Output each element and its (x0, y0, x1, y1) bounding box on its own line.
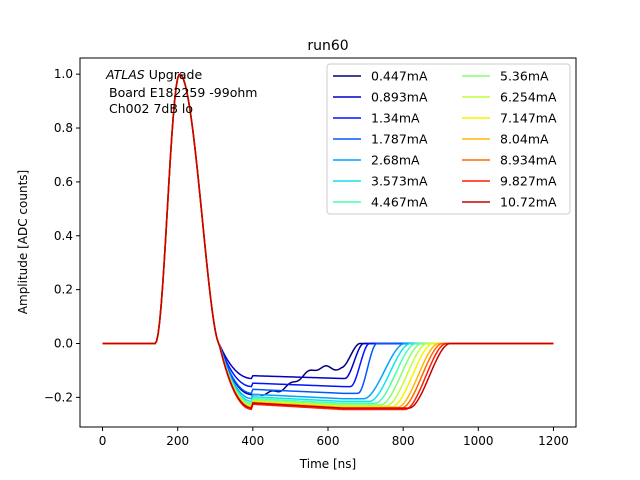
series-line-13 (102, 73, 554, 409)
x-axis: 0 200 400 600 800 1000 1200 (99, 427, 569, 448)
legend-label: 7.147mA (500, 111, 557, 126)
y-tick-label: −0.2 (44, 390, 73, 404)
x-tick-label: 800 (392, 434, 415, 448)
legend-label: 4.467mA (371, 195, 428, 210)
legend-label: 1.787mA (371, 132, 428, 147)
annotation-upgrade: Upgrade (145, 67, 203, 82)
annotation-line-2: Board E182259 -99ohm (109, 85, 257, 100)
legend-label: 6.254mA (500, 90, 557, 105)
x-tick-label: 1000 (463, 434, 494, 448)
y-tick-label: 0.6 (54, 175, 73, 189)
legend-label: 0.447mA (371, 69, 428, 84)
chart-title: run60 (307, 38, 348, 54)
y-tick-label: 1.0 (54, 67, 73, 81)
y-tick-label: 0.4 (54, 229, 73, 243)
y-tick-label: 0.2 (54, 283, 73, 297)
plot-lines (102, 73, 554, 411)
legend-label: 9.827mA (500, 174, 557, 189)
annotation-line-1: ATLAS Upgrade (105, 67, 202, 82)
legend-label: 2.68mA (371, 153, 420, 168)
legend-label: 3.573mA (371, 174, 428, 189)
y-tick-label: 0.0 (54, 337, 73, 351)
y-tick-label: 0.8 (54, 121, 73, 135)
atlas-annotation: ATLAS Upgrade Board E182259 -99ohm Ch002… (105, 67, 257, 116)
x-tick-label: 600 (317, 434, 340, 448)
x-tick-label: 0 (99, 434, 107, 448)
annotation-atlas: ATLAS (105, 67, 145, 82)
x-tick-label: 1200 (538, 434, 569, 448)
x-axis-label: Time [ns] (299, 457, 356, 471)
legend-label: 0.893mA (371, 90, 428, 105)
y-axis-label: Amplitude [ADC counts] (16, 170, 30, 314)
x-tick-label: 200 (166, 434, 189, 448)
legend: 0.447mA 0.893mA 1.34mA 1.787mA 2.68mA 3.573mA… (326, 63, 571, 215)
y-axis: −0.2 0.0 0.2 0.4 0.6 0.8 1.0 (44, 67, 80, 404)
x-tick-label: 400 (241, 434, 264, 448)
legend-box (326, 63, 571, 215)
legend-label: 8.934mA (500, 153, 557, 168)
legend-label: 1.34mA (371, 111, 420, 126)
annotation-line-3: Ch002 7dB lo (109, 101, 193, 116)
legend-label: 10.72mA (500, 195, 557, 210)
legend-label: 5.36mA (500, 69, 549, 84)
legend-label: 8.04mA (500, 132, 549, 147)
